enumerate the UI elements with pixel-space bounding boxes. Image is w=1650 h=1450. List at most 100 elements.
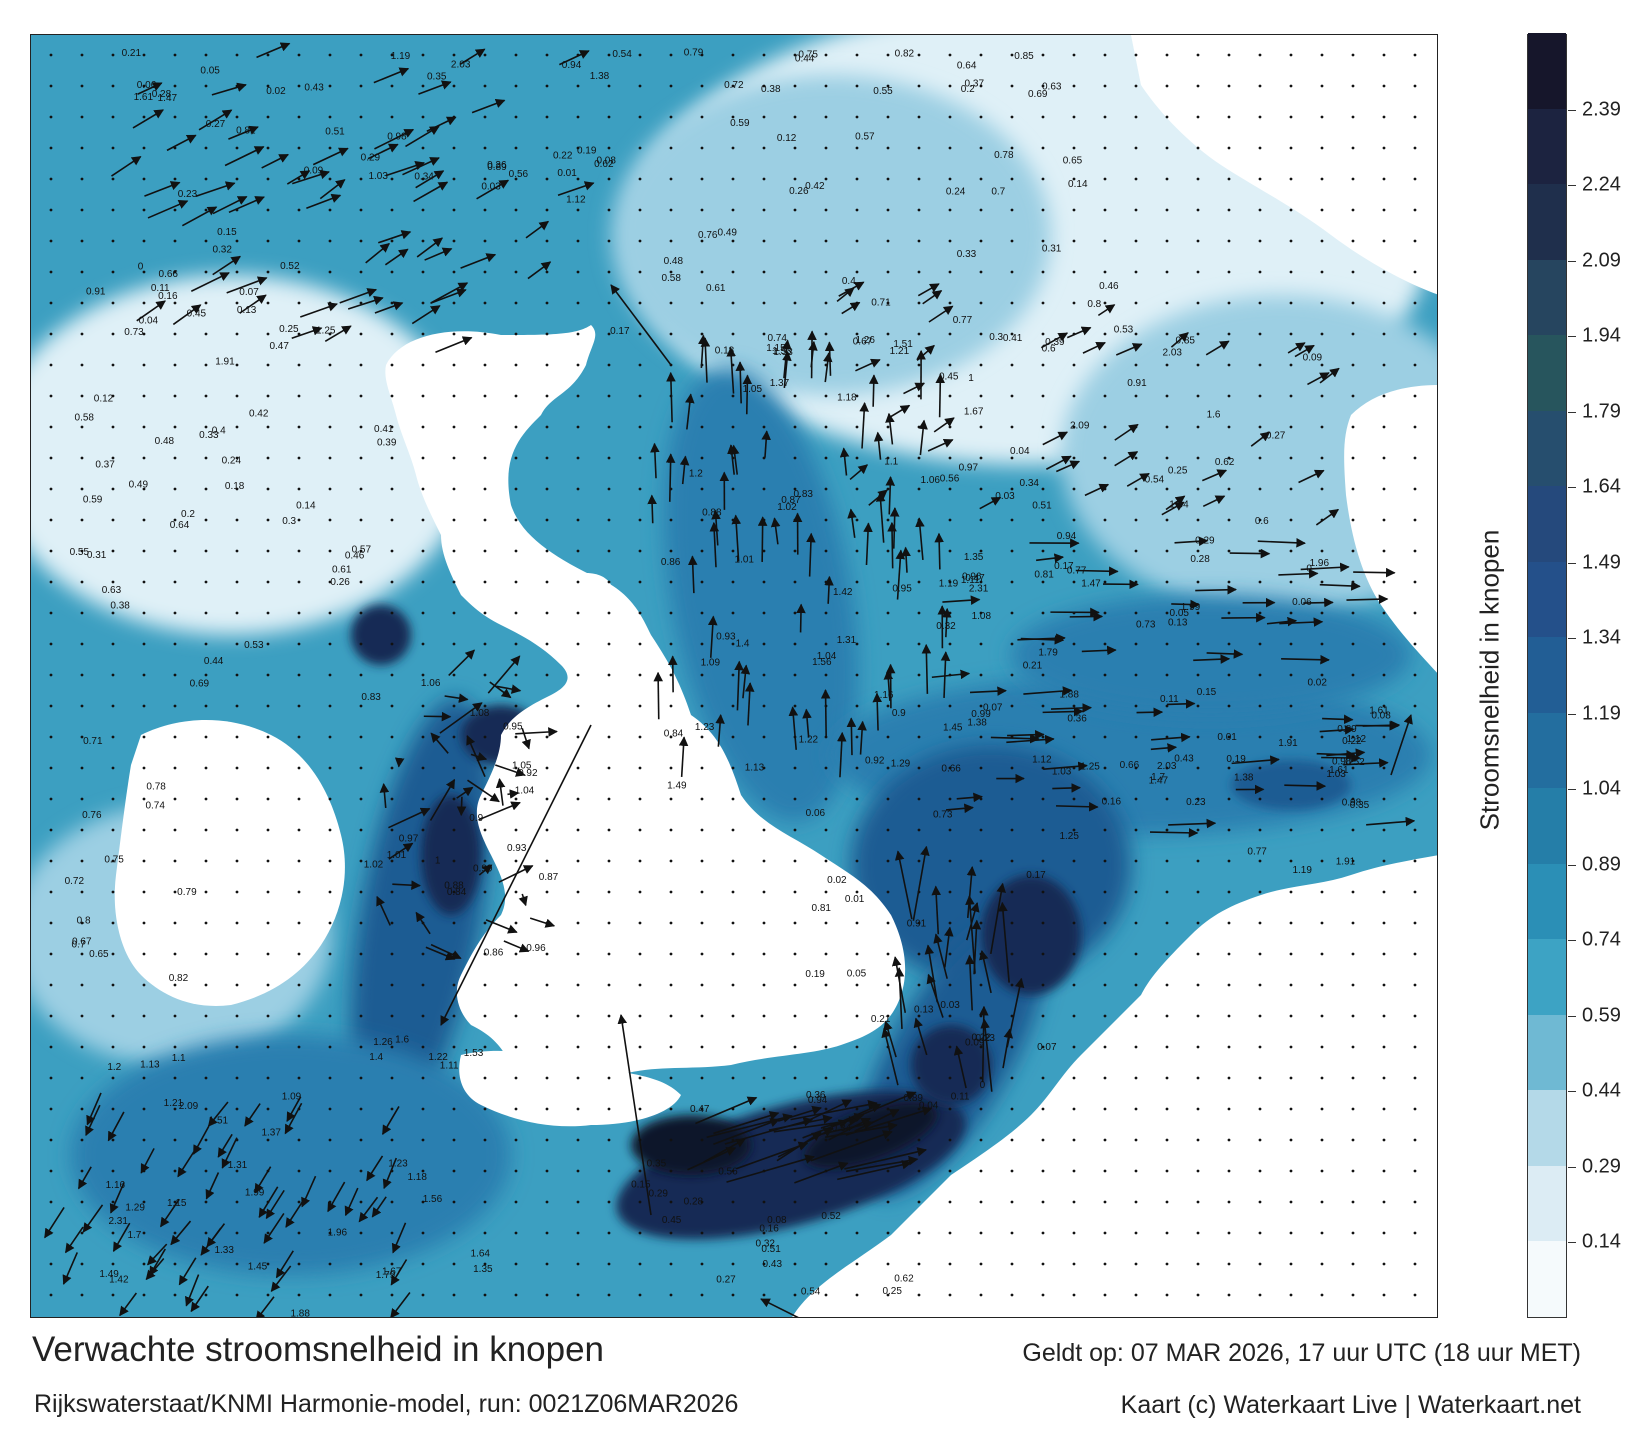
- grid-dot: [1134, 332, 1138, 336]
- grid-dot: [793, 363, 797, 367]
- grid-dot: [979, 704, 983, 708]
- grid-dot: [1289, 146, 1293, 150]
- current-arrow: [916, 344, 935, 361]
- grid-dot: [142, 332, 146, 336]
- colorbar-tick-label: 2.39: [1582, 98, 1621, 121]
- grid-dot: [638, 301, 642, 305]
- speed-label: 0.83: [361, 692, 381, 703]
- grid-dot: [607, 270, 611, 274]
- sea-patch: [71, 1035, 511, 1275]
- speed-label: 0.27: [206, 119, 226, 130]
- grid-dot: [886, 394, 890, 398]
- speed-label: 0.83: [794, 489, 814, 500]
- grid-dot: [297, 735, 301, 739]
- current-speed-map[interactable]: 0.510.470.320.290.560.540.360.350.340.27…: [31, 35, 1438, 1318]
- current-arrow: [1042, 431, 1069, 446]
- grid-dot: [731, 53, 735, 57]
- speed-label: 0.91: [86, 287, 106, 298]
- speed-label: 1.1: [884, 456, 898, 467]
- current-arrow: [901, 546, 911, 573]
- grid-dot: [545, 146, 549, 150]
- grid-dot: [80, 53, 84, 57]
- grid-dot: [824, 394, 828, 398]
- grid-dot: [483, 177, 487, 181]
- speed-label: 0.62: [894, 1274, 914, 1285]
- grid-dot: [173, 673, 177, 677]
- grid-dot: [545, 115, 549, 119]
- map-frame[interactable]: 0.51 0.47 0.32 0.29 0.56 0.54 0.36 0.35 0.34 0.27…: [30, 34, 1438, 1318]
- grid-dot: [638, 487, 642, 491]
- grid-dot: [1413, 518, 1417, 522]
- grid-dot: [1010, 270, 1014, 274]
- grid-dot: [855, 487, 859, 491]
- grid-dot: [235, 673, 239, 677]
- grid-dot: [1258, 1262, 1262, 1266]
- grid-dot: [669, 1200, 673, 1204]
- current-arrow: [263, 1213, 285, 1244]
- grid-dot: [359, 828, 363, 832]
- speed-label: 0.97: [959, 462, 979, 473]
- current-arrow: [1346, 594, 1389, 605]
- current-arrow: [998, 901, 1010, 983]
- grid-dot: [297, 363, 301, 367]
- grid-dot: [979, 115, 983, 119]
- speed-label: 0.47: [269, 341, 289, 352]
- speed-label: 0.15: [631, 1180, 651, 1191]
- speed-label: 1.12: [566, 195, 586, 206]
- grid-dot: [1227, 518, 1231, 522]
- current-arrow: [285, 1201, 303, 1228]
- grid-dot: [142, 859, 146, 863]
- grid-dot: [576, 952, 580, 956]
- current-arrow: [529, 917, 556, 928]
- grid-dot: [1103, 518, 1107, 522]
- grid-dot: [1196, 301, 1200, 305]
- current-arrow: [1055, 460, 1081, 473]
- grid-dot: [1103, 921, 1107, 925]
- grid-dot: [793, 84, 797, 88]
- grid-dot: [1134, 952, 1138, 956]
- grid-dot: [1289, 177, 1293, 181]
- current-arrow: [838, 281, 865, 297]
- grid-dot: [979, 642, 983, 646]
- grid-dot: [1103, 177, 1107, 181]
- grid-dot: [793, 1138, 797, 1142]
- grid-dot: [359, 518, 363, 522]
- current-arrow: [794, 1161, 849, 1184]
- grid-dot: [886, 921, 890, 925]
- grid-dot: [235, 456, 239, 460]
- grid-dot: [328, 115, 332, 119]
- grid-dot: [855, 456, 859, 460]
- map-title: Verwachte stroomsnelheid in knopen: [32, 1330, 605, 1369]
- grid-dot: [1320, 952, 1324, 956]
- grid-dot: [1320, 1293, 1324, 1297]
- grid-dot: [297, 1200, 301, 1204]
- grid-dot: [1165, 766, 1169, 770]
- speed-label: 1.08: [470, 708, 490, 719]
- grid-dot: [328, 642, 332, 646]
- grid-dot: [979, 1262, 983, 1266]
- current-arrow: [1307, 372, 1330, 386]
- speed-label: 0.06: [1292, 597, 1312, 608]
- speed-label: 1.04: [817, 651, 837, 662]
- grid-dot: [793, 208, 797, 212]
- speed-label: 1.61: [134, 92, 154, 103]
- grid-dot: [545, 642, 549, 646]
- speed-label: 1.29: [891, 759, 911, 770]
- grid-dot: [917, 766, 921, 770]
- grid-dot: [700, 1107, 704, 1111]
- grid-dot: [297, 797, 301, 801]
- speed-label: 2.31: [108, 1216, 128, 1227]
- grid-dot: [1134, 1076, 1138, 1080]
- speed-label: 0.18: [715, 346, 735, 357]
- grid-dot: [483, 270, 487, 274]
- speed-label: 0.32: [756, 1238, 776, 1249]
- grid-dot: [297, 1231, 301, 1235]
- grid-dot: [1258, 611, 1262, 615]
- grid-dot: [235, 1200, 239, 1204]
- grid-dot: [204, 239, 208, 243]
- grid-dot: [917, 208, 921, 212]
- grid-dot: [1382, 549, 1386, 553]
- grid-dot: [1134, 363, 1138, 367]
- current-arrow: [394, 757, 405, 768]
- grid-dot: [235, 735, 239, 739]
